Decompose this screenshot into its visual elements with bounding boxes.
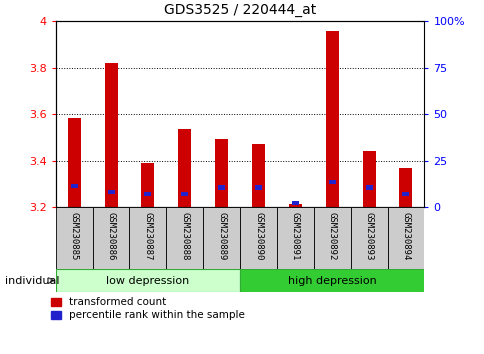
Bar bbox=[218, 185, 225, 190]
Text: GSM230893: GSM230893 bbox=[364, 212, 373, 261]
Bar bbox=[203, 207, 240, 269]
Bar bbox=[387, 207, 424, 269]
Text: GSM230886: GSM230886 bbox=[106, 212, 115, 261]
Bar bbox=[129, 207, 166, 269]
Text: GSM230890: GSM230890 bbox=[254, 212, 262, 261]
Bar bbox=[166, 207, 203, 269]
Bar bbox=[399, 167, 411, 207]
Bar bbox=[71, 184, 77, 188]
Bar bbox=[362, 152, 375, 207]
Text: GSM230888: GSM230888 bbox=[180, 212, 189, 261]
Bar bbox=[240, 269, 424, 292]
Text: GSM230892: GSM230892 bbox=[327, 212, 336, 261]
Bar bbox=[291, 201, 298, 205]
Bar bbox=[325, 30, 338, 207]
Bar bbox=[107, 190, 114, 194]
Bar bbox=[144, 192, 151, 196]
Legend: transformed count, percentile rank within the sample: transformed count, percentile rank withi… bbox=[51, 297, 244, 320]
Bar bbox=[288, 204, 301, 207]
Bar bbox=[313, 207, 350, 269]
Bar bbox=[252, 144, 264, 207]
Bar bbox=[215, 138, 227, 207]
Text: individual: individual bbox=[5, 275, 59, 286]
Bar bbox=[68, 118, 80, 207]
Bar bbox=[56, 207, 92, 269]
Bar bbox=[365, 185, 372, 190]
Bar bbox=[92, 207, 129, 269]
Bar bbox=[276, 207, 313, 269]
Text: GSM230894: GSM230894 bbox=[401, 212, 409, 261]
Text: GSM230885: GSM230885 bbox=[70, 212, 78, 261]
Bar bbox=[56, 269, 240, 292]
Bar bbox=[181, 192, 188, 196]
Text: low depression: low depression bbox=[106, 275, 189, 286]
Bar bbox=[402, 192, 408, 196]
Bar bbox=[240, 207, 276, 269]
Bar bbox=[350, 207, 387, 269]
Text: GSM230891: GSM230891 bbox=[290, 212, 299, 261]
Bar bbox=[328, 180, 335, 184]
Text: GSM230887: GSM230887 bbox=[143, 212, 152, 261]
Bar bbox=[105, 63, 117, 207]
Bar bbox=[141, 163, 154, 207]
Bar bbox=[178, 129, 191, 207]
Text: high depression: high depression bbox=[287, 275, 376, 286]
Title: GDS3525 / 220444_at: GDS3525 / 220444_at bbox=[164, 4, 316, 17]
Text: GSM230889: GSM230889 bbox=[217, 212, 226, 261]
Bar bbox=[255, 185, 261, 190]
